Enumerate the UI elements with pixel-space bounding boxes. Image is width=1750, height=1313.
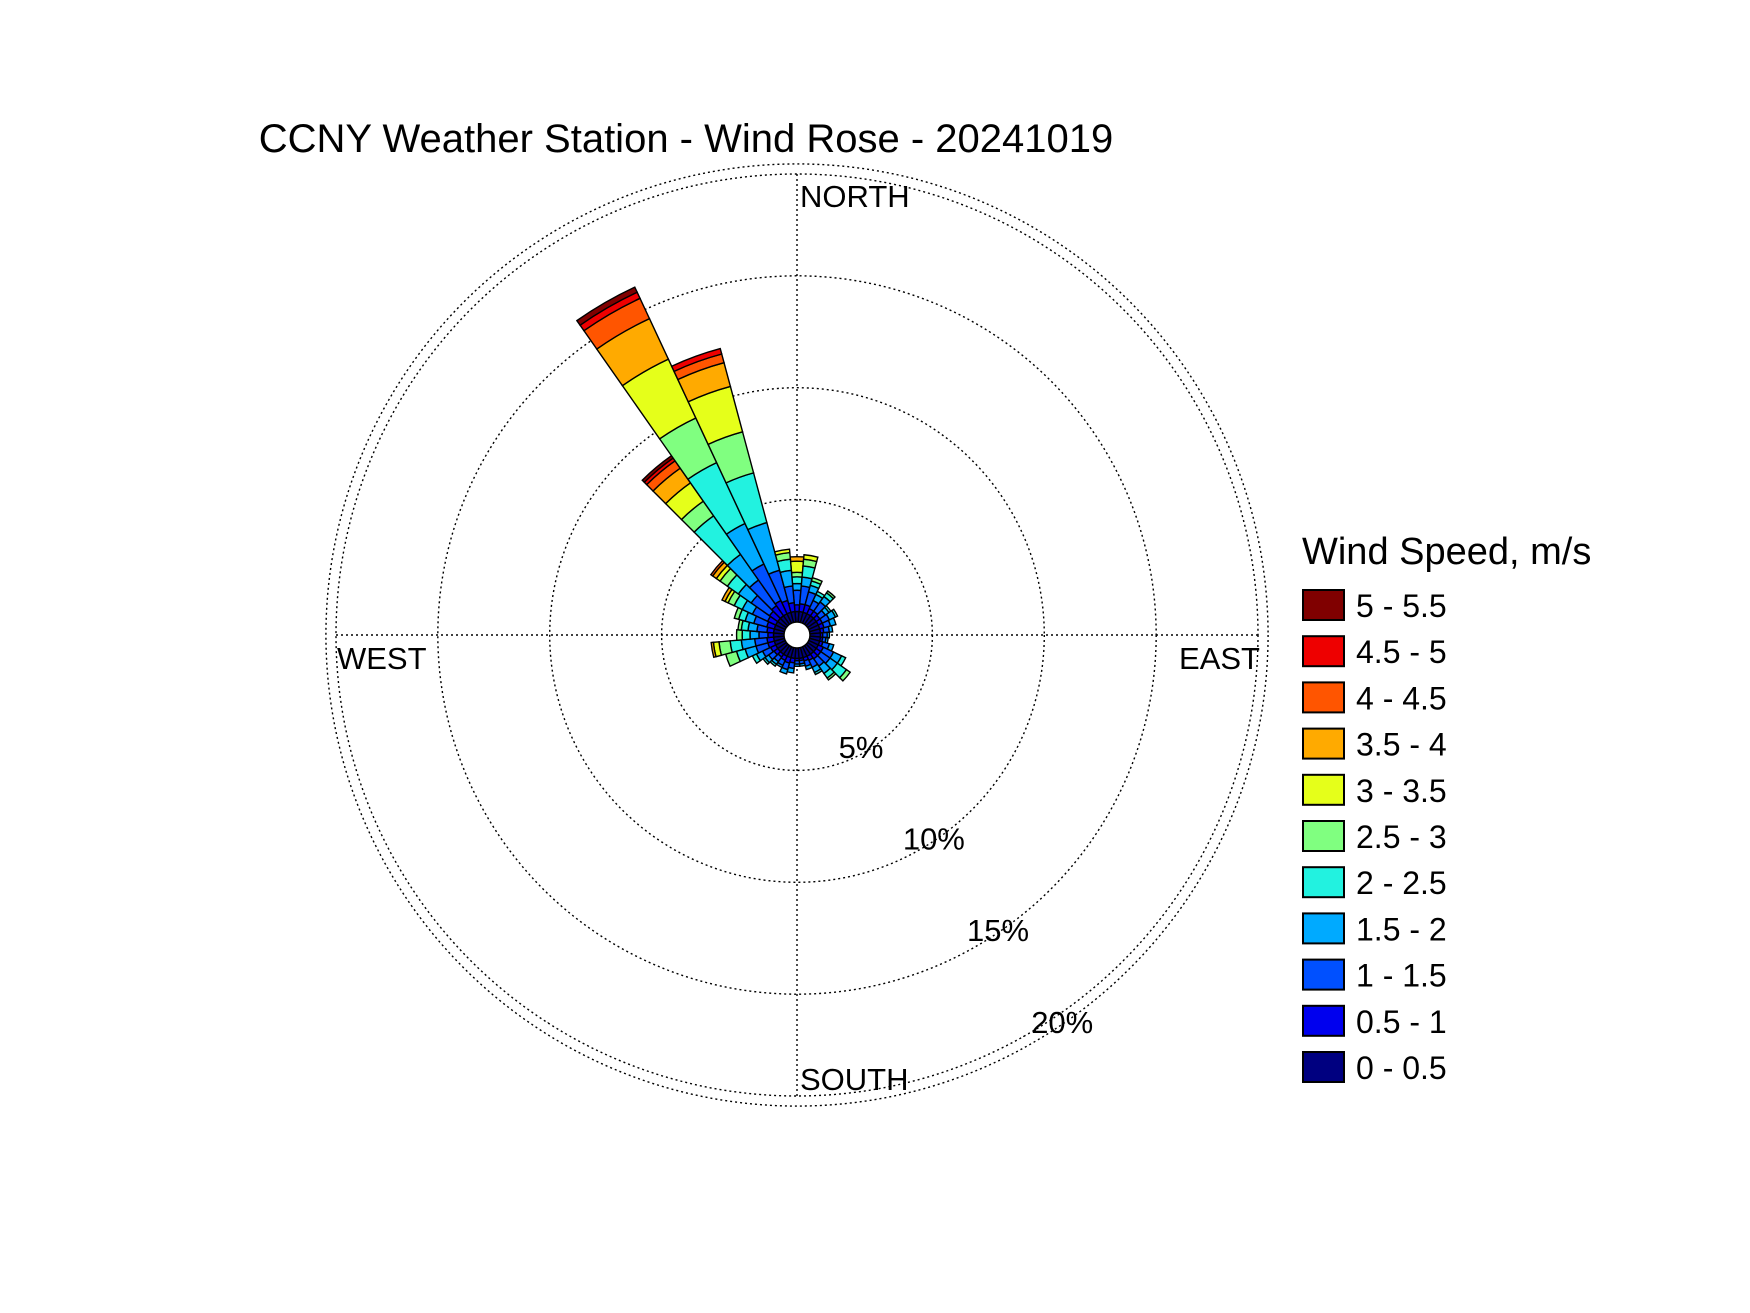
sector-200-bin-3 <box>779 666 789 675</box>
direction-label-north: NORTH <box>800 179 910 214</box>
legend-items: 5 - 5.5 4.5 - 5 4 - 4.5 3.5 - 4 3 - 3.5 2.5 -… <box>1302 588 1447 1086</box>
sector-0-bin-7 <box>789 555 805 563</box>
sector-160 <box>799 645 814 671</box>
radial-tick-label-15: 15% <box>967 913 1029 948</box>
sector-70-bin-3 <box>827 617 837 627</box>
sector-150 <box>801 644 824 676</box>
sector-150-bin-4 <box>813 667 824 676</box>
legend-swatch-0 <box>1302 589 1345 621</box>
sector-140-bin-5 <box>826 671 837 681</box>
sector-330-bin-10 <box>575 286 639 327</box>
legend-label-8: 1 - 1.5 <box>1356 958 1447 994</box>
sector-350-bin-6 <box>773 548 791 556</box>
direction-label-east: EAST <box>1179 641 1260 676</box>
radial-tick-label-10: 10% <box>903 822 965 857</box>
sector-330 <box>575 286 793 626</box>
sector-0-bin-6 <box>789 560 805 574</box>
radial-tick-label-5: 5% <box>839 730 884 765</box>
sector-350 <box>773 548 797 624</box>
legend-swatch-8 <box>1302 958 1345 991</box>
sector-80-bin-3 <box>827 624 834 633</box>
sector-290 <box>733 606 787 633</box>
sector-20-bin-5 <box>810 576 823 586</box>
legend-swatch-2 <box>1302 681 1345 714</box>
legend-swatch-5 <box>1302 820 1345 852</box>
sector-300 <box>721 586 788 631</box>
legend-label-1: 4.5 - 5 <box>1356 634 1447 670</box>
legend-label-9: 0.5 - 1 <box>1356 1004 1447 1040</box>
sector-10 <box>797 553 819 624</box>
wind-rose-sectors <box>575 286 852 682</box>
chart-title: CCNY Weather Station - Wind Rose - 20241… <box>259 117 1114 161</box>
center-circle <box>783 621 811 649</box>
sector-270-bin-4 <box>741 629 751 641</box>
legend-swatch-1 <box>1302 635 1345 668</box>
grid-circle-20 <box>325 163 1269 1107</box>
legend-label-4: 3 - 3.5 <box>1356 773 1447 809</box>
sector-60-bin-4 <box>830 608 839 618</box>
sector-260 <box>710 635 786 659</box>
legend-swatch-9 <box>1302 1004 1345 1037</box>
sector-160-bin-3 <box>804 663 814 671</box>
sector-340-bin-9 <box>670 347 723 373</box>
sector-40-bin-5 <box>825 590 836 600</box>
legend-title: Wind Speed, m/s <box>1302 531 1591 573</box>
sector-130-bin-5 <box>838 668 852 682</box>
sector-260-bin-7 <box>710 641 717 659</box>
legend-swatch-4 <box>1302 773 1345 806</box>
legend-label-5: 2.5 - 3 <box>1356 819 1447 855</box>
legend-swatch-3 <box>1302 727 1345 760</box>
legend-label-6: 2 - 2.5 <box>1356 865 1447 901</box>
radial-tick-label-20: 20% <box>1031 1005 1093 1040</box>
legend-swatch-7 <box>1302 912 1345 945</box>
polar-labels: NORTH SOUTH WEST EAST 5% 10% 15% 20% <box>337 179 1260 1097</box>
sector-70 <box>807 617 837 633</box>
grid-circle-10 <box>549 387 1045 883</box>
direction-label-west: WEST <box>337 641 427 676</box>
legend-swatch-6 <box>1302 866 1345 899</box>
legend-label-7: 1.5 - 2 <box>1356 911 1447 947</box>
legend-label-10: 0 - 0.5 <box>1356 1050 1447 1086</box>
sector-10-bin-6 <box>802 553 819 563</box>
legend-label-0: 5 - 5.5 <box>1356 588 1447 624</box>
sector-340 <box>670 347 795 625</box>
sector-270-bin-5 <box>735 628 744 642</box>
center-hole <box>783 621 811 649</box>
sector-90-bin-3 <box>826 631 831 639</box>
legend: Wind Speed, m/s 5 - 5.5 4.5 - 5 4 - 4.5 3.5… <box>1302 531 1591 1086</box>
legend-label-3: 3.5 - 4 <box>1356 727 1447 763</box>
sector-140 <box>803 643 837 681</box>
legend-swatch-10 <box>1302 1051 1345 1083</box>
sector-0-bin-3 <box>791 582 803 592</box>
direction-label-south: SOUTH <box>800 1062 909 1097</box>
legend-label-2: 4 - 4.5 <box>1356 680 1447 716</box>
sector-0-bin-4 <box>791 576 803 585</box>
